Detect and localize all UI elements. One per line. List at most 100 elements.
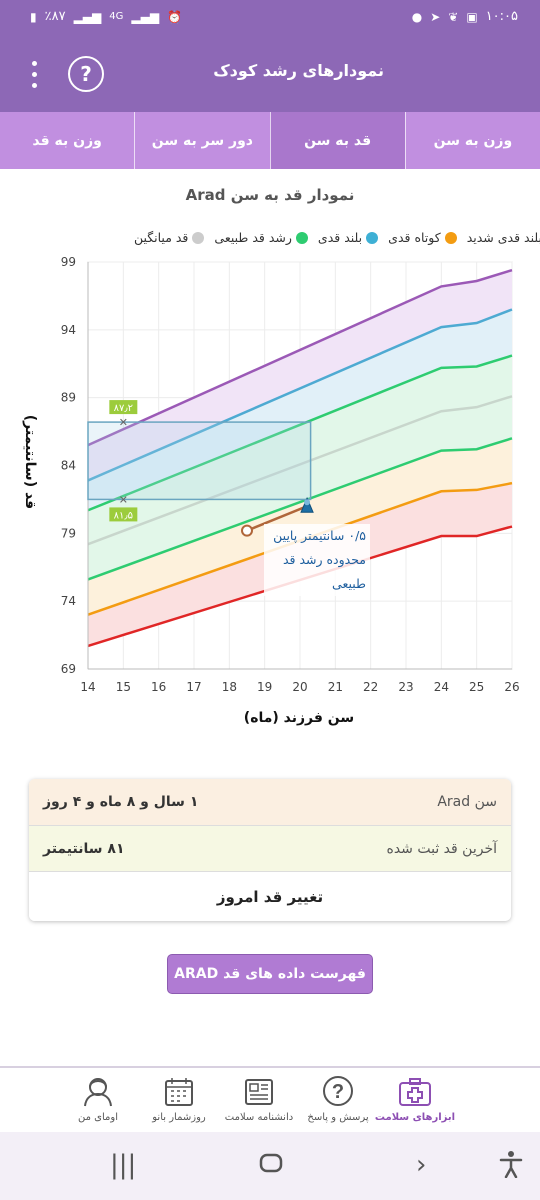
marker-x: ✕ [119,416,128,429]
child-marker-head [304,499,311,506]
chart-title: نمودار قد به سن Arad [185,186,355,204]
nav-profile[interactable]: اومای من [53,1074,143,1123]
x-tick-label: 14 [80,680,95,694]
band-fill [88,396,512,580]
x-tick-label: 20 [292,680,307,694]
series-line [87,308,513,482]
legend-item[interactable]: بلند قدی [317,230,379,245]
tab-weight-for-age[interactable]: وزن به سن [404,112,540,169]
app-bar: ? نمودارهای رشد کودک [0,36,540,112]
status-left: ▮ ٪۸۷ ▂▄▆ 4G ▂▄▆ ⏰ [30,9,182,24]
child-info-card: ۱ سال و ۸ ماه و ۴ روز سن Arad ۸۱ سانتیمت… [29,779,511,921]
legend-label: رشد قد طبیعی [214,230,292,245]
x-axis-title: سن فرزند (ماه) [243,710,355,726]
signal-icon: ▂▄▆ [73,9,102,24]
legend-dot [366,231,379,244]
chart-legend: بلند قدی شدید کوتاه قدی بلند قدی رشد قد طبی… [0,230,540,252]
question-icon: ? [318,1074,358,1110]
legend-item[interactable]: رشد قد طبیعی [214,230,308,245]
page-title: نمودارهای رشد کودک [213,61,384,80]
nav-calendar-label: روزشمار بانو [152,1112,206,1123]
newspaper-icon [239,1074,279,1110]
network-type: 4G [109,11,124,22]
marker-label-bg [109,507,138,522]
last-height-value: ۸۱ سانتیمتر [43,840,125,857]
recent-apps-icon[interactable]: ||| [110,1150,137,1180]
x-tick-label: 15 [116,680,131,694]
x-tick-label: 25 [469,680,484,694]
nav-questions[interactable]: ? پرسش و پاسخ [293,1074,383,1123]
series-line [87,437,513,581]
legend-label: بلند قدی [317,230,363,245]
legend-dot [192,231,205,244]
y-tick-label: 89 [61,391,76,405]
nav-encyclopedia-label: دانشنامه سلامت [224,1112,294,1123]
series-line [87,354,513,512]
measurement-line [246,505,308,532]
bottom-navigation: ابزارهای سلامت ? پرسش و پاسخ دانشنامه سل… [0,1066,540,1132]
last-height-row: ۸۱ سانتیمتر آخرین قد ثبت شده [29,825,511,871]
battery-level: ٪۸۷ [44,9,66,24]
battery-icon: ▮ [30,9,37,24]
legend-item[interactable]: قد میانگین [133,230,205,245]
measurement-annotation: ۰/۵ سانتیمتر پایین محدوده رشد قد طبیعی [264,524,370,596]
status-right: ● ➤ ❦ ▣ ۱۰:۰۵ [412,9,518,24]
tab-head-for-age[interactable]: دور سر به سن [134,112,269,169]
nav-health-tools[interactable]: ابزارهای سلامت [370,1074,460,1123]
y-tick-label: 74 [61,594,76,608]
nav-health-tools-label: ابزارهای سلامت [374,1112,456,1123]
band-fill [88,355,512,545]
chart-tabs: وزن به سن قد به سن دور سر به سن وزن به ق… [0,112,540,169]
y-tick-label: 84 [61,459,76,473]
nav-calendar[interactable]: روزشمار بانو [134,1074,224,1123]
range-highlight-box [87,421,312,501]
accessibility-icon[interactable] [498,1150,524,1185]
change-height-button[interactable]: تغییر قد امروز [29,871,511,921]
height-data-list-button[interactable]: فهرست داده های قد ARAD [167,954,373,994]
legend-item[interactable]: کوتاه قدی [388,230,457,245]
legend-item[interactable]: بلند قدی شدید [467,230,540,245]
telegram-icon: ➤ [430,9,441,24]
gallery-icon: ▣ [466,9,478,24]
tab-weight-for-height[interactable]: وزن به قد [32,132,102,149]
age-row: ۱ سال و ۸ ماه و ۴ روز سن Arad [29,779,511,825]
home-icon[interactable] [258,1150,284,1183]
x-tick-label: 26 [504,680,519,694]
marker-label: ۸۷٫۲ [114,403,133,414]
system-navigation: ||| › [0,1132,540,1200]
series-line [87,268,513,447]
marker-label: ۸۱٫۵ [114,510,133,521]
leaf-icon: ❦ [448,9,459,24]
legend-dot [295,231,308,244]
back-icon[interactable]: › [416,1150,427,1180]
medical-kit-icon [395,1074,435,1110]
x-tick-label: 21 [328,680,343,694]
y-tick-label: 94 [61,323,76,337]
x-tick-label: 22 [363,680,378,694]
tab-height-for-age[interactable]: قد به سن [269,112,405,169]
marker-label-bg [109,400,138,415]
clock: ۱۰:۰۵ [485,9,518,24]
x-tick-label: 23 [398,680,413,694]
last-height-label: آخرین قد ثبت شده [386,840,498,857]
age-label: سن Arad [437,794,497,810]
overflow-menu-icon[interactable] [22,56,46,92]
series-line [87,395,513,546]
legend-dot [444,231,457,244]
x-tick-label: 19 [257,680,272,694]
profile-icon [78,1074,118,1110]
x-tick-label: 18 [222,680,237,694]
legend-label: بلند قدی شدید [466,230,540,245]
height-for-age-chart: 14 15 16 17 18 19 20 21 22 23 24 25 26 69 74 79 84 89 94 99… [61,255,520,694]
annotation-line-1: ۰/۵ سانتیمتر پایین [273,528,366,543]
calendar-icon [159,1074,199,1110]
y-tick-label: 79 [61,526,76,540]
nav-questions-label: پرسش و پاسخ [307,1112,369,1123]
x-tick-label: 16 [151,680,166,694]
nav-encyclopedia[interactable]: دانشنامه سلامت [214,1074,304,1123]
band-fill [88,270,512,481]
x-tick-label: 24 [434,680,449,694]
legend-label: قد میانگین [133,230,189,245]
help-button[interactable]: ? [68,56,104,92]
annotation-line-2: محدوده رشد قد طبیعی [282,552,366,591]
